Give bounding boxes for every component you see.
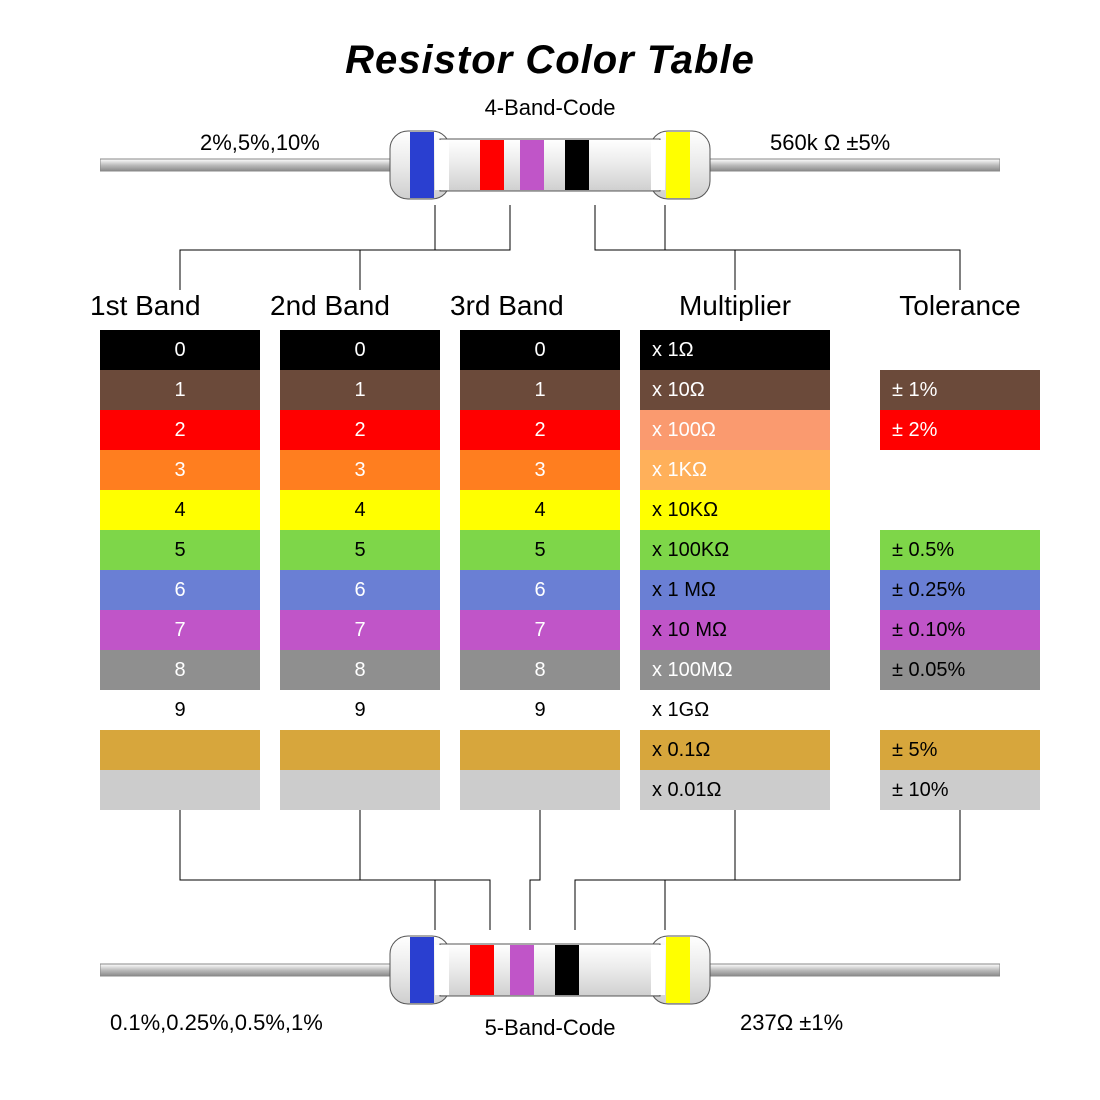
color-cell xyxy=(460,770,620,810)
color-cell: 3 xyxy=(100,450,260,490)
color-cell: x 10KΩ xyxy=(640,490,830,530)
color-cell: ± 2% xyxy=(880,410,1040,450)
color-cell: x 10Ω xyxy=(640,370,830,410)
color-cell: 4 xyxy=(280,490,440,530)
bot-band-1 xyxy=(410,937,434,1003)
color-cell: 2 xyxy=(100,410,260,450)
bot-band-2 xyxy=(470,945,494,995)
color-cell: ± 1% xyxy=(880,370,1040,410)
color-cell: x 1Ω xyxy=(640,330,830,370)
bot-band-3 xyxy=(510,945,534,995)
color-cell xyxy=(100,730,260,770)
color-cell xyxy=(100,770,260,810)
color-cell: ± 10% xyxy=(880,770,1040,810)
color-cell xyxy=(880,450,1040,490)
color-cell: 2 xyxy=(460,410,620,450)
color-cell: 6 xyxy=(100,570,260,610)
color-cell xyxy=(880,330,1040,370)
column-band1: 0123456789 xyxy=(100,330,260,810)
color-cell: x 100KΩ xyxy=(640,530,830,570)
color-cell: x 100Ω xyxy=(640,410,830,450)
color-cell: ± 0.5% xyxy=(880,530,1040,570)
color-cell: x 0.1Ω xyxy=(640,730,830,770)
color-cell: 9 xyxy=(280,690,440,730)
color-cell xyxy=(280,770,440,810)
color-cell: x 100MΩ xyxy=(640,650,830,690)
color-cell: 1 xyxy=(100,370,260,410)
color-cell: 4 xyxy=(100,490,260,530)
color-cell xyxy=(880,490,1040,530)
column-band3: 0123456789 xyxy=(460,330,620,810)
color-cell: x 1GΩ xyxy=(640,690,830,730)
color-cell: 8 xyxy=(460,650,620,690)
color-cell: ± 0.05% xyxy=(880,650,1040,690)
col-header-band1: 1st Band xyxy=(90,290,260,322)
bottom-resistor xyxy=(100,930,1000,1010)
color-cell: x 1KΩ xyxy=(640,450,830,490)
color-cell: 8 xyxy=(280,650,440,690)
color-cell: 7 xyxy=(280,610,440,650)
bot-band-4 xyxy=(555,945,579,995)
col-header-band2: 2nd Band xyxy=(270,290,440,322)
color-cell: 8 xyxy=(100,650,260,690)
color-cell: 1 xyxy=(280,370,440,410)
color-cell: 1 xyxy=(460,370,620,410)
color-cell: x 10 MΩ xyxy=(640,610,830,650)
color-cell: 3 xyxy=(280,450,440,490)
color-cell: 4 xyxy=(460,490,620,530)
color-cell: 7 xyxy=(460,610,620,650)
color-cell: 6 xyxy=(280,570,440,610)
color-cell: 0 xyxy=(460,330,620,370)
bottom-resistor-title: 5-Band-Code xyxy=(400,1015,700,1041)
color-cell xyxy=(280,730,440,770)
color-cell: 9 xyxy=(460,690,620,730)
col-header-multiplier: Multiplier xyxy=(640,290,830,322)
color-cell: 5 xyxy=(460,530,620,570)
color-cell xyxy=(460,730,620,770)
color-cell xyxy=(880,690,1040,730)
bottom-resistor-left-label: 0.1%,0.25%,0.5%,1% xyxy=(110,1010,323,1036)
color-cell: 7 xyxy=(100,610,260,650)
color-cell: ± 0.25% xyxy=(880,570,1040,610)
color-cell: 6 xyxy=(460,570,620,610)
bot-band-5 xyxy=(666,937,690,1003)
color-cell: ± 5% xyxy=(880,730,1040,770)
color-cell: 5 xyxy=(280,530,440,570)
color-cell: x 0.01Ω xyxy=(640,770,830,810)
col-header-tolerance: Tolerance xyxy=(870,290,1050,322)
column-band2: 0123456789 xyxy=(280,330,440,810)
color-cell: 0 xyxy=(100,330,260,370)
col-header-band3: 3rd Band xyxy=(450,290,620,322)
color-cell: 3 xyxy=(460,450,620,490)
color-cell: 2 xyxy=(280,410,440,450)
column-multiplier: x 1Ωx 10Ωx 100Ωx 1KΩx 10KΩx 100KΩx 1 MΩx… xyxy=(640,330,830,810)
color-cell: x 1 MΩ xyxy=(640,570,830,610)
bottom-resistor-right-label: 237Ω ±1% xyxy=(740,1010,843,1036)
color-cell: 5 xyxy=(100,530,260,570)
color-cell: 9 xyxy=(100,690,260,730)
color-cell: ± 0.10% xyxy=(880,610,1040,650)
column-tolerance: ± 1%± 2% ± 0.5%± 0.25%± 0.10%± 0.05% ± 5%±… xyxy=(880,330,1040,810)
color-cell: 0 xyxy=(280,330,440,370)
